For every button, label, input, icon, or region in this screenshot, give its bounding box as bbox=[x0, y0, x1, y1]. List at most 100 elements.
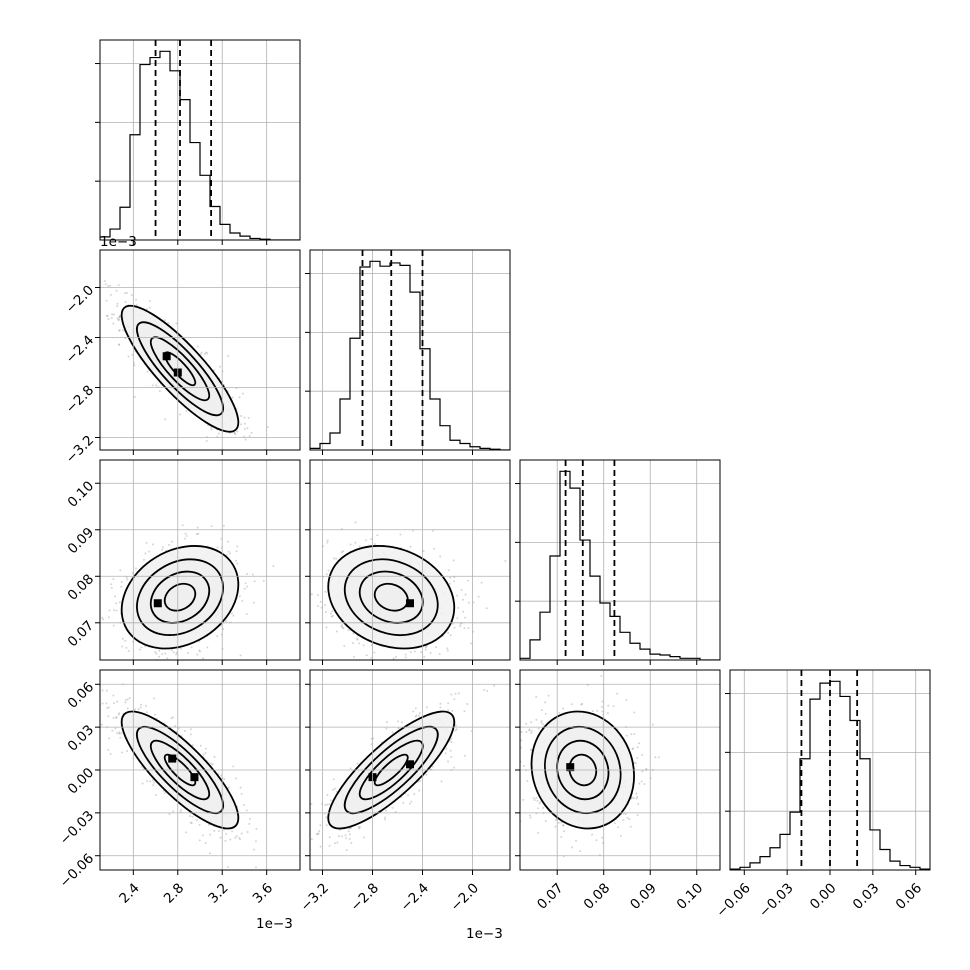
sample-point bbox=[155, 652, 158, 655]
sample-point bbox=[144, 704, 147, 707]
sample-point bbox=[316, 833, 319, 836]
sample-point bbox=[336, 841, 339, 844]
sample-point bbox=[210, 426, 213, 429]
sample-point bbox=[266, 426, 269, 429]
sample-point bbox=[227, 550, 230, 553]
sample-point bbox=[439, 702, 442, 705]
sample-point bbox=[198, 839, 201, 842]
histogram-step bbox=[100, 50, 300, 240]
sample-point bbox=[91, 669, 93, 671]
sample-point bbox=[117, 319, 120, 322]
sample-point bbox=[384, 816, 387, 819]
sample-point bbox=[525, 731, 528, 734]
sample-point bbox=[440, 780, 443, 783]
sample-point bbox=[514, 753, 516, 755]
sample-point bbox=[199, 650, 202, 653]
sample-point bbox=[100, 723, 103, 726]
sample-point bbox=[134, 708, 137, 711]
sample-point bbox=[151, 384, 154, 387]
sample-point bbox=[272, 565, 275, 568]
sample-point bbox=[241, 599, 244, 602]
sample-point bbox=[425, 773, 428, 776]
y-tick-label: 0.07 bbox=[65, 618, 98, 651]
sample-point bbox=[467, 601, 470, 604]
sample-point bbox=[124, 639, 127, 642]
sample-point bbox=[108, 737, 111, 740]
sample-point bbox=[327, 569, 330, 572]
sample-point bbox=[530, 729, 533, 732]
sample-point bbox=[120, 585, 123, 588]
sample-point bbox=[464, 616, 467, 619]
sample-point bbox=[216, 546, 219, 549]
sample-point bbox=[143, 558, 146, 561]
sample-point bbox=[636, 756, 639, 759]
sample-point bbox=[248, 434, 251, 437]
sample-point bbox=[141, 782, 144, 785]
sample-point bbox=[184, 532, 187, 535]
sample-point bbox=[635, 797, 638, 800]
sample-point bbox=[635, 792, 638, 795]
contour-line bbox=[136, 558, 224, 636]
sample-point bbox=[457, 606, 460, 609]
sample-point bbox=[579, 850, 582, 853]
sample-point bbox=[404, 653, 407, 656]
y-tick-label: 0.00 bbox=[65, 765, 98, 798]
sample-point bbox=[218, 365, 221, 368]
contour-line bbox=[373, 753, 409, 787]
sample-point bbox=[117, 713, 120, 716]
sample-point bbox=[158, 655, 161, 658]
sample-point bbox=[197, 532, 200, 535]
sample-point bbox=[196, 345, 199, 348]
sample-point bbox=[451, 709, 454, 712]
sample-point bbox=[199, 353, 202, 356]
sample-point bbox=[206, 646, 209, 649]
scatter-panel-3-1: −3.2 −2.8 −2.4 −2.0 bbox=[298, 669, 511, 915]
sample-point bbox=[449, 634, 452, 637]
density-fill bbox=[328, 545, 455, 649]
sample-point bbox=[418, 712, 421, 715]
sample-point bbox=[232, 451, 234, 453]
sample-point bbox=[124, 701, 127, 704]
sample-point bbox=[149, 780, 152, 783]
density-peak bbox=[162, 352, 171, 361]
sample-point bbox=[196, 526, 199, 529]
sample-point bbox=[310, 837, 313, 840]
sample-point bbox=[168, 543, 171, 546]
sample-point bbox=[640, 780, 643, 783]
x-tick-label: 3.6 bbox=[250, 880, 277, 907]
sample-point bbox=[335, 630, 338, 633]
sample-point bbox=[228, 552, 231, 555]
sample-point bbox=[341, 626, 344, 629]
sample-point bbox=[425, 706, 428, 709]
contour-line bbox=[120, 710, 240, 830]
sample-point bbox=[462, 610, 465, 613]
sample-point bbox=[629, 825, 632, 828]
sample-point bbox=[447, 631, 450, 634]
sample-point bbox=[252, 601, 255, 604]
sample-point bbox=[125, 291, 128, 294]
y-tick-label: 0.03 bbox=[65, 722, 98, 755]
sample-point bbox=[326, 794, 329, 797]
sample-point bbox=[164, 418, 167, 421]
sample-point bbox=[433, 547, 436, 550]
sample-point bbox=[209, 833, 212, 836]
sample-point bbox=[362, 836, 365, 839]
sample-point bbox=[485, 607, 488, 610]
sample-point bbox=[232, 614, 235, 617]
contour-line bbox=[120, 545, 240, 650]
sample-point bbox=[243, 803, 246, 806]
sample-point bbox=[158, 649, 161, 652]
sample-point bbox=[463, 754, 466, 757]
sample-point bbox=[175, 322, 178, 325]
sample-point bbox=[319, 824, 322, 827]
sample-point bbox=[325, 626, 328, 629]
sample-point bbox=[204, 751, 207, 754]
sample-point bbox=[365, 654, 368, 657]
sample-point bbox=[446, 647, 449, 650]
sample-point bbox=[107, 715, 110, 718]
sample-point bbox=[357, 825, 360, 828]
x-tick-label: 2.8 bbox=[161, 880, 188, 907]
x-tick-label: 0.03 bbox=[850, 880, 883, 913]
sample-point bbox=[354, 521, 357, 524]
